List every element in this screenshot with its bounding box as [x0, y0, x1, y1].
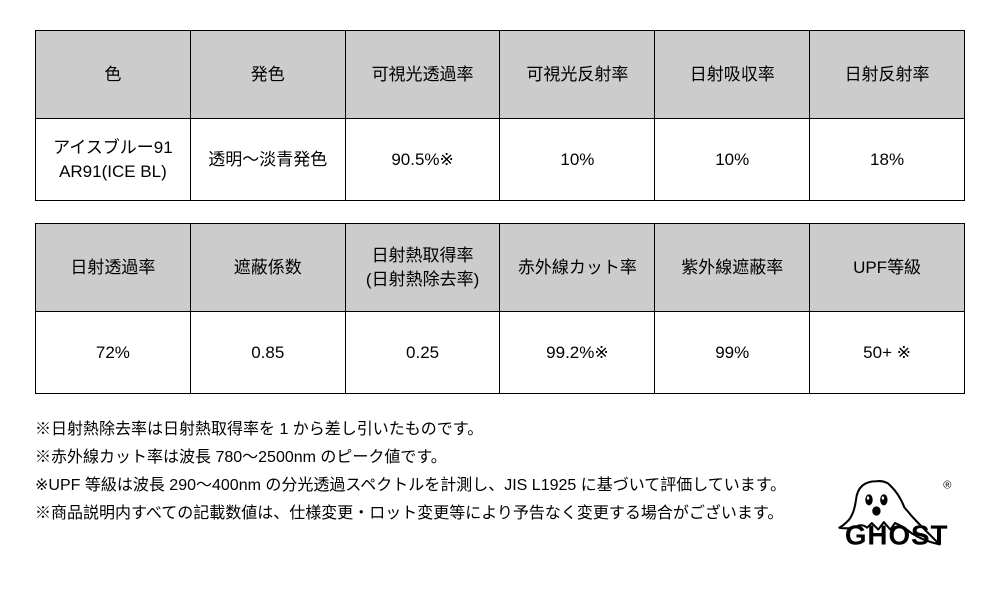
- footnote: ※商品説明内すべての記載数値は、仕様変更・ロット変更等により予告なく変更する場合…: [35, 500, 965, 528]
- table-cell: 透明〜淡青発色: [190, 119, 345, 201]
- table-row: アイスブルー91 AR91(ICE BL) 透明〜淡青発色 90.5%※ 10%…: [36, 119, 965, 201]
- col-header: 色: [36, 31, 191, 119]
- svg-text:®: ®: [943, 480, 952, 492]
- spec-table-2: 日射透過率 遮蔽係数 日射熱取得率 (日射熱除去率) 赤外線カット率 紫外線遮蔽…: [35, 223, 965, 394]
- spec-table-1: 色 発色 可視光透過率 可視光反射率 日射吸収率 日射反射率 アイスブルー91 …: [35, 30, 965, 201]
- table-cell: 99.2%※: [500, 312, 655, 394]
- table-cell: アイスブルー91 AR91(ICE BL): [36, 119, 191, 201]
- table-cell: 18%: [810, 119, 965, 201]
- footnote: ※UPF 等級は波長 290〜400nm の分光透過スペクトルを計測し、JIS …: [35, 472, 965, 500]
- col-header: 発色: [190, 31, 345, 119]
- table-header-row: 日射透過率 遮蔽係数 日射熱取得率 (日射熱除去率) 赤外線カット率 紫外線遮蔽…: [36, 224, 965, 312]
- table-header-row: 色 発色 可視光透過率 可視光反射率 日射吸収率 日射反射率: [36, 31, 965, 119]
- ghost-logo: ® GHOST: [830, 472, 960, 552]
- table-cell: 50+ ※: [810, 312, 965, 394]
- ghost-logo-text: GHOST: [845, 519, 949, 550]
- ghost-icon: ® GHOST: [830, 472, 960, 556]
- table-cell: 10%: [655, 119, 810, 201]
- table-cell: 99%: [655, 312, 810, 394]
- col-header: 紫外線遮蔽率: [655, 224, 810, 312]
- table-cell: 0.85: [190, 312, 345, 394]
- col-header: 日射吸収率: [655, 31, 810, 119]
- table-cell: 0.25: [345, 312, 500, 394]
- col-header: 日射透過率: [36, 224, 191, 312]
- col-header: 日射熱取得率 (日射熱除去率): [345, 224, 500, 312]
- footnotes: ※日射熱除去率は日射熱取得率を 1 から差し引いたものです。 ※赤外線カット率は…: [35, 416, 965, 528]
- footnote: ※赤外線カット率は波長 780〜2500nm のピーク値です。: [35, 444, 965, 472]
- table-cell: 72%: [36, 312, 191, 394]
- col-header: 日射反射率: [810, 31, 965, 119]
- col-header: 可視光透過率: [345, 31, 500, 119]
- table-cell: 10%: [500, 119, 655, 201]
- col-header: UPF等級: [810, 224, 965, 312]
- col-header: 遮蔽係数: [190, 224, 345, 312]
- col-header: 赤外線カット率: [500, 224, 655, 312]
- table-row: 72% 0.85 0.25 99.2%※ 99% 50+ ※: [36, 312, 965, 394]
- col-header: 可視光反射率: [500, 31, 655, 119]
- table-cell: 90.5%※: [345, 119, 500, 201]
- footnote: ※日射熱除去率は日射熱取得率を 1 から差し引いたものです。: [35, 416, 965, 444]
